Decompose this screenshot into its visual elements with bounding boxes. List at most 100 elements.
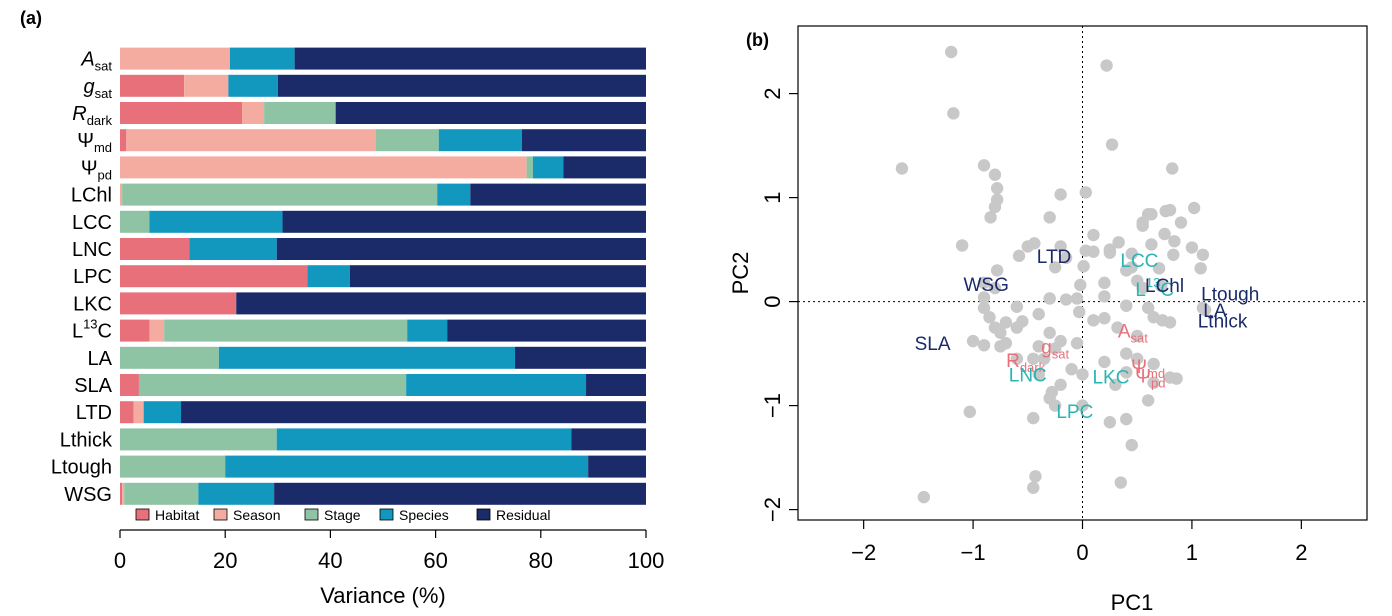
trait-label: Rdark: [1006, 351, 1046, 375]
data-point: [1027, 481, 1040, 494]
category-labels: AsatgsatRdarkΨmdΨpdLChlLCCLNCLPCLKCL13CL…: [51, 49, 113, 506]
category-label: LKC: [73, 293, 112, 315]
category-label: LPC: [73, 266, 112, 288]
bar-habitat: [120, 482, 123, 505]
y-axis: −2 −1 0 1 2: [760, 87, 798, 522]
category-label-base: g: [84, 76, 95, 98]
trait-label: gsat: [1041, 337, 1069, 361]
data-point: [988, 200, 1002, 214]
category-label: LNC: [72, 239, 112, 261]
x-axis-label: PC1: [1111, 590, 1154, 615]
bar-residual: [447, 319, 646, 342]
legend: Habitat Season Stage Species Residual: [135, 507, 550, 523]
trait-label-base: WSG: [964, 275, 1009, 296]
data-point: [1120, 347, 1133, 360]
data-point: [1043, 211, 1056, 224]
bar-residual: [563, 156, 646, 179]
x-tick-label: 40: [318, 548, 342, 573]
data-point: [1136, 216, 1149, 229]
bar-habitat: [120, 102, 243, 124]
x-tick-label: 20: [213, 548, 237, 573]
data-point: [1048, 261, 1062, 274]
data-point: [1021, 240, 1034, 253]
category-label-base: SLA: [74, 375, 112, 397]
trait-label: Lthick: [1198, 311, 1248, 332]
data-point: [984, 211, 997, 224]
scatter-points: [895, 45, 1212, 504]
data-point: [1163, 203, 1177, 217]
data-point: [944, 45, 958, 59]
x-tick-label: 2: [1295, 540, 1307, 565]
bar-species: [143, 401, 182, 424]
bar-residual: [335, 102, 646, 124]
data-point: [1070, 292, 1084, 305]
bar-species: [189, 238, 277, 260]
data-point: [1120, 412, 1133, 426]
category-label-base: A: [80, 49, 94, 71]
bar-stage: [375, 129, 439, 152]
category-label-base: R: [72, 103, 86, 125]
data-point: [1103, 416, 1117, 429]
data-point: [1059, 293, 1073, 306]
category-label-base: LA: [88, 348, 113, 370]
trait-label-base: Ψ: [1135, 366, 1151, 387]
category-label: Lthick: [60, 429, 113, 451]
data-point: [977, 276, 991, 290]
data-point: [1167, 248, 1180, 261]
bar-season: [120, 47, 230, 70]
data-point: [1120, 366, 1133, 379]
data-point: [990, 264, 1004, 277]
category-label: LChl: [71, 185, 112, 207]
trait-label-base: LTD: [1037, 247, 1071, 268]
data-point: [1198, 303, 1212, 317]
bar-habitat: [120, 374, 139, 396]
category-label-base: LPC: [73, 266, 112, 288]
data-point: [1032, 307, 1045, 321]
data-point: [1059, 251, 1073, 265]
data-point: [1131, 329, 1144, 343]
data-point: [1079, 186, 1092, 199]
category-label-sub: pd: [98, 167, 112, 182]
bar-species: [149, 210, 283, 233]
trait-label-sub: pd: [1151, 375, 1165, 390]
bar-stage: [120, 210, 150, 233]
panel-a: (a) AsatgsatRdarkΨmdΨpdLChlLCCLNCLPCLKCL…: [20, 8, 664, 608]
data-point: [977, 291, 991, 304]
data-point: [1070, 337, 1084, 350]
bar-species: [532, 156, 564, 179]
trait-label: SLA: [915, 334, 951, 355]
bar-residual: [294, 47, 646, 70]
bar-season: [120, 156, 527, 179]
category-label-base: WSG: [64, 484, 112, 506]
data-point: [1114, 476, 1127, 489]
x-tick-label: 80: [529, 548, 553, 573]
data-point: [1032, 368, 1045, 381]
data-point: [1145, 208, 1158, 221]
x-tick-label: 60: [423, 548, 447, 573]
bar-species: [198, 482, 275, 505]
category-label-base: L: [72, 321, 83, 343]
category-label-base: Ψ: [77, 130, 94, 152]
bar-residual: [521, 129, 646, 152]
data-point: [1098, 276, 1111, 290]
bar-habitat: [120, 319, 150, 342]
data-point: [999, 316, 1013, 329]
data-point: [1112, 236, 1125, 249]
trait-label-base: LNC: [1009, 365, 1047, 386]
data-point: [1027, 411, 1040, 425]
data-point: [966, 334, 980, 348]
trait-label-base: Ψ: [1131, 357, 1147, 378]
data-point: [990, 182, 1004, 195]
data-point: [895, 162, 909, 175]
legend-label: Stage: [324, 507, 361, 523]
bar-season: [122, 482, 125, 505]
data-point: [977, 339, 991, 352]
data-point: [1098, 355, 1111, 369]
data-point: [988, 281, 1002, 295]
trait-label-base: R: [1006, 351, 1020, 372]
category-label: Asat: [80, 49, 112, 74]
category-label-sub: dark: [87, 113, 113, 128]
bar-season: [184, 74, 229, 97]
category-label-sub: md: [94, 140, 112, 155]
